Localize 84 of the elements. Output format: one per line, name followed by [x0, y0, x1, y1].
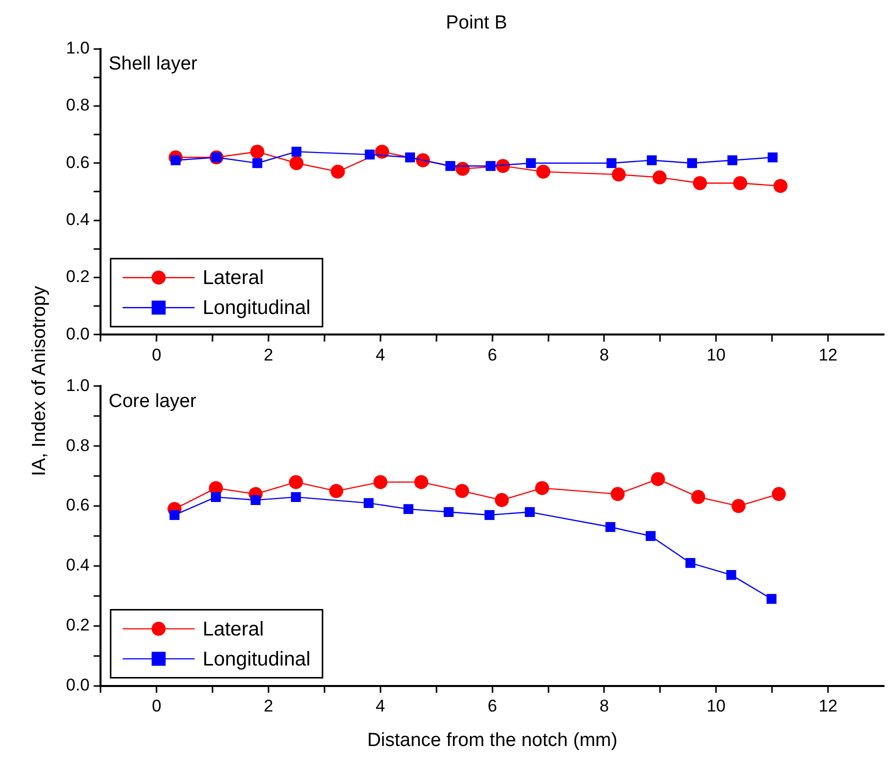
- x-tick-label: 4: [376, 696, 386, 716]
- point: [373, 475, 388, 490]
- point: [536, 164, 550, 179]
- point: [444, 507, 454, 517]
- x-tick-label: 8: [599, 345, 609, 364]
- legend-label: Lateral: [202, 267, 264, 290]
- point: [650, 472, 665, 486]
- point: [455, 484, 470, 498]
- point: [403, 504, 414, 514]
- y-tick-label: 0.0: [66, 675, 90, 694]
- point: [768, 152, 778, 162]
- x-tick-label: 0: [152, 345, 162, 364]
- y-tick-label: 0.4: [66, 210, 90, 229]
- x-tick-label: 12: [818, 345, 838, 364]
- point: [289, 156, 304, 170]
- point: [524, 507, 535, 517]
- point: [605, 522, 616, 532]
- y-tick-label: 0.8: [66, 96, 90, 115]
- point: [612, 168, 626, 182]
- x-axis-title: Distance from the notch (mm): [367, 730, 618, 751]
- x-tick-label: 2: [264, 345, 274, 364]
- point: [732, 499, 746, 514]
- point: [292, 146, 302, 157]
- x-tick-label: 10: [706, 696, 726, 716]
- point: [250, 144, 264, 159]
- point: [456, 162, 470, 176]
- point: [486, 161, 496, 171]
- point: [290, 492, 301, 502]
- y-tick-label: 0.2: [66, 616, 90, 635]
- point: [685, 558, 696, 568]
- point: [484, 510, 494, 520]
- legend-label: Longitudinal: [202, 648, 311, 670]
- point: [692, 176, 707, 190]
- point: [250, 495, 261, 505]
- point: [288, 475, 303, 490]
- point: [526, 158, 536, 168]
- x-tick-label: 6: [488, 345, 498, 364]
- point: [773, 178, 788, 193]
- point: [726, 570, 736, 580]
- point: [727, 155, 738, 166]
- point: [210, 492, 221, 502]
- x-tick-label: 10: [706, 345, 726, 364]
- point: [170, 510, 180, 520]
- legend-label: Lateral: [202, 618, 264, 640]
- point: [252, 158, 262, 168]
- x-tick-label: 12: [818, 696, 838, 716]
- point: [445, 161, 456, 171]
- point: [691, 490, 706, 504]
- y-tick-label: 0.6: [66, 496, 90, 515]
- annotation: Core layer: [108, 390, 197, 412]
- x-tick-label: 8: [599, 696, 609, 716]
- legend-label: Longitudinal: [202, 297, 311, 320]
- y-tick-label: 0.6: [66, 152, 90, 172]
- annotation: Shell layer: [108, 54, 198, 75]
- point: [646, 155, 657, 166]
- point: [606, 158, 616, 168]
- y-axis-title: IA, Index of Anisotropy: [29, 284, 51, 478]
- point: [733, 176, 748, 190]
- x-tick-label: 4: [376, 345, 386, 364]
- point: [494, 493, 509, 508]
- y-tick-label: 0.0: [66, 324, 90, 344]
- x-tick-label: 6: [488, 696, 498, 716]
- point: [329, 484, 344, 498]
- point: [364, 150, 375, 160]
- point: [610, 487, 625, 502]
- chart-title: Point B: [446, 12, 508, 34]
- y-tick-label: 1.0: [66, 376, 90, 395]
- y-tick-label: 0.2: [66, 267, 90, 286]
- y-tick-label: 0.8: [66, 436, 90, 455]
- point: [330, 164, 345, 179]
- y-tick-label: 0.4: [66, 556, 90, 575]
- point: [375, 144, 390, 159]
- point: [535, 481, 550, 496]
- x-tick-label: 2: [264, 696, 274, 716]
- y-tick-label: 1.0: [66, 38, 90, 58]
- point: [652, 170, 667, 184]
- point: [405, 152, 416, 162]
- point: [687, 158, 698, 168]
- point: [766, 594, 776, 604]
- point: [414, 475, 428, 490]
- x-tick-label: 0: [152, 696, 162, 716]
- point: [772, 487, 786, 502]
- point: [646, 531, 656, 541]
- point: [364, 498, 374, 508]
